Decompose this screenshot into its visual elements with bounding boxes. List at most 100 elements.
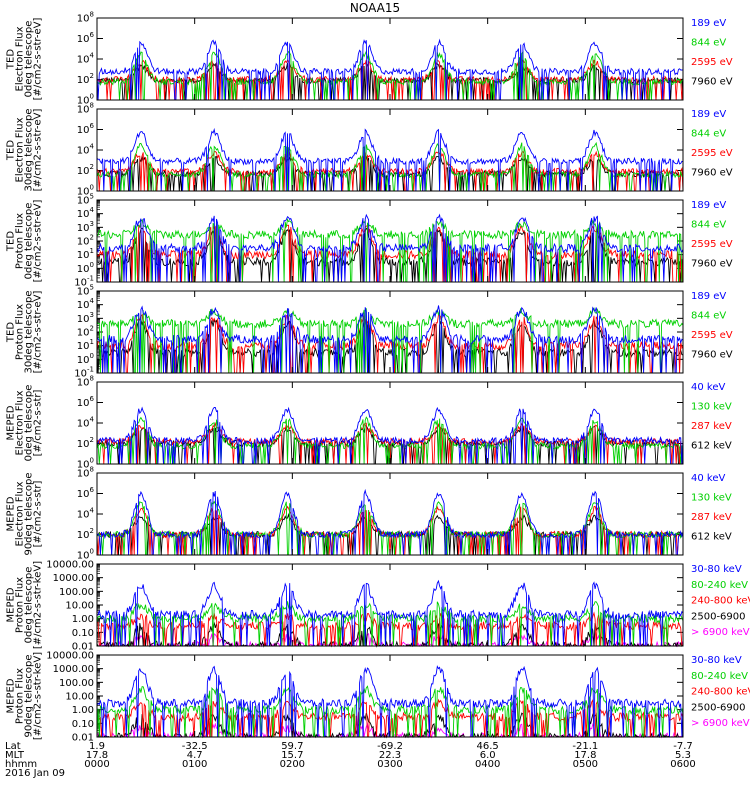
y-tick-label: 108: [77, 11, 94, 25]
legend-entry: 2595 eV: [691, 57, 733, 68]
y-tick-label-exponent: 0: [90, 457, 94, 465]
y-tick-label: 108: [77, 375, 94, 389]
y-axis-label-line: 90deg telescope: [24, 654, 35, 737]
legend-entry: 2595 eV: [691, 239, 733, 250]
y-axis-label-line: MEPED: [6, 405, 17, 440]
y-axis-label-line: [#/cm2-s-str-keV]: [33, 561, 44, 649]
y-tick-label: 108: [77, 102, 94, 116]
y-tick-label: 102: [77, 436, 94, 450]
y-axis-label-line: Electron Flux: [15, 26, 26, 91]
y-tick-label: 106: [77, 486, 95, 500]
y-tick-label-exponent: 0: [90, 261, 94, 269]
y-axis-label-line: [#/cm2-s-str]: [33, 480, 44, 547]
y-axis-label-line: [#/cm2-s-str-keV]: [33, 652, 44, 740]
y-axis-label-line: 0deg telescope: [24, 21, 35, 98]
y-tick-label: 103: [77, 311, 94, 325]
legend-entry: 2595 eV: [691, 148, 733, 159]
y-axis-label: MEPEDProton Flux0deg telescope[#/cm2-s-s…: [6, 561, 44, 649]
y-tick-label: 104: [77, 507, 95, 521]
legend-entry: 844 eV: [691, 311, 726, 322]
legend-entry: 844 eV: [691, 129, 726, 140]
y-tick-label: 10000.00: [46, 560, 94, 571]
x-row-label: hhmm: [5, 759, 37, 770]
y-axis-label: TEDProton Flux0deg telescope[#/cm2-s-str…: [6, 200, 44, 283]
y-tick-label-exponent: 2: [90, 325, 94, 333]
panel-8: 0.010.101.0010.00100.001000.0010000.00ME…: [6, 651, 750, 744]
y-tick-label-exponent: 4: [90, 416, 95, 424]
y-tick-label: 0.10: [72, 628, 94, 639]
y-axis-label-line: 90deg telescope: [24, 472, 35, 555]
y-axis-label-line: TED: [6, 49, 17, 70]
y-tick-label: 106: [77, 122, 95, 136]
y-tick-label-exponent: 8: [90, 11, 94, 19]
x-tick-label-lat: -21.1: [572, 741, 598, 752]
x-tick-label-mlt: 15.7: [281, 750, 303, 761]
legend-entry: 30-80 keV: [691, 564, 742, 575]
legend-entry: 240-800 keV: [691, 596, 750, 607]
y-tick-label: 10000.00: [46, 651, 94, 662]
y-tick-label-exponent: 2: [90, 436, 94, 444]
y-tick-label-exponent: -1: [87, 366, 94, 374]
series-line-3: [96, 611, 683, 647]
y-tick-label: 106: [77, 31, 95, 45]
y-axis-label-line: Proton Flux: [15, 213, 26, 269]
x-tick-label-lat: 1.9: [89, 741, 105, 752]
y-tick-label: 105: [77, 193, 94, 207]
y-axis-label-line: TED: [6, 231, 17, 252]
series-line-5: [96, 665, 684, 738]
legend-entry: 189 eV: [691, 291, 726, 302]
legend-entry: 7960 eV: [691, 259, 733, 270]
y-tick-label: 104: [77, 416, 95, 430]
y-tick-label-exponent: 8: [90, 102, 94, 110]
y-tick-label-exponent: 4: [90, 507, 95, 515]
y-tick-label-exponent: 2: [90, 72, 94, 80]
y-axis-label-line: MEPED: [6, 496, 17, 531]
series-line-4: [96, 38, 684, 101]
series-line-3: [96, 49, 684, 101]
y-axis-label-line: Proton Flux: [15, 304, 26, 360]
legend-entry: 130 keV: [691, 402, 732, 413]
legend-entry: 844 eV: [691, 38, 726, 49]
y-axis-label-line: 0deg telescope: [24, 567, 35, 644]
x-tick-label-lat: 46.5: [477, 741, 499, 752]
y-axis-label-line: TED: [6, 322, 17, 343]
y-tick-label: 104: [77, 143, 95, 157]
y-axis-label: MEPEDProton Flux90deg telescope[#/cm2-s-…: [6, 652, 44, 740]
y-axis-label-line: Electron Flux: [15, 390, 26, 455]
y-tick-label-exponent: 3: [90, 220, 94, 228]
y-tick-label: 106: [77, 395, 95, 409]
chart-title: NOAA15: [350, 1, 400, 15]
y-axis-label-line: [#/cm2-s-str-eV]: [33, 109, 44, 192]
series-line-3: [96, 416, 684, 465]
y-axis-label-line: [#/cm2-s-str-eV]: [33, 291, 44, 374]
legend-entry: 189 eV: [691, 200, 726, 211]
y-axis-label-line: 30deg telescope: [24, 290, 35, 373]
legend-entry: 612 keV: [691, 441, 732, 452]
x-tick-label-lat: -7.7: [673, 741, 693, 752]
series-line-4: [96, 601, 684, 647]
y-tick-label: 1.00: [72, 705, 94, 716]
y-tick-label-exponent: 4: [90, 206, 95, 214]
y-tick-label-exponent: 5: [90, 193, 94, 201]
y-tick-label: 102: [77, 163, 94, 177]
x-tick-label-mlt: 22.3: [379, 750, 401, 761]
y-tick-label-exponent: 8: [90, 466, 94, 474]
y-tick-label-exponent: 0: [90, 93, 94, 101]
y-tick-label-exponent: 3: [90, 311, 94, 319]
y-tick-label: 104: [77, 52, 95, 66]
legend-entry: 2500-6900: [691, 611, 746, 622]
y-axis-label-line: MEPED: [6, 678, 17, 713]
y-tick-label: 108: [77, 466, 94, 480]
y-tick-label: 101: [77, 247, 94, 261]
legend-entry: 287 keV: [691, 421, 732, 432]
legend-entry: > 6900 keV: [691, 627, 750, 638]
y-tick-label: 102: [77, 527, 94, 541]
x-tick-label-hhmm: 0600: [670, 759, 695, 770]
panel-7: 0.010.101.0010.00100.001000.0010000.00ME…: [6, 560, 750, 653]
y-axis-label-line: Electron Flux: [15, 481, 26, 546]
x-tick-label-lat: -32.5: [182, 741, 208, 752]
y-tick-label-exponent: 4: [90, 297, 95, 305]
